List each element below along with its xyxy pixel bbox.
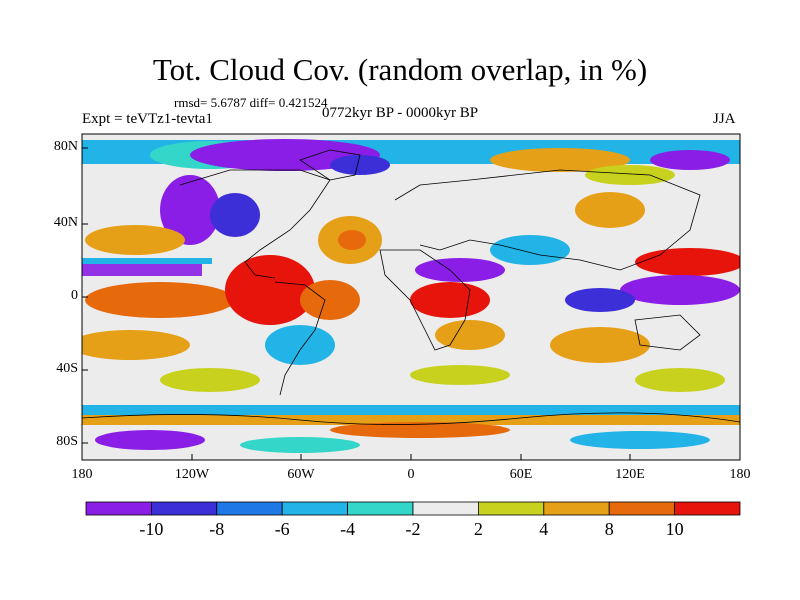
lat-label-80s: 80S <box>56 434 78 449</box>
colorbar-box <box>477 501 545 516</box>
period-label: 0772kyr BP - 0000kyr BP <box>322 105 479 121</box>
colorbar-label: -8 <box>209 519 225 539</box>
plot-title: Tot. Cloud Cov. (random overlap, in %) <box>152 52 648 87</box>
lon-label-0: 0 <box>407 467 415 482</box>
colorbar-label: -6 <box>274 519 290 539</box>
stats-text: rmsd= 5.6787 diff= 0.421524 <box>174 95 328 110</box>
colorbar-box <box>412 501 479 516</box>
colorbar-label: 8 <box>604 519 614 539</box>
colorbar <box>85 501 741 516</box>
colorbar-box <box>608 501 676 516</box>
colorbar-box <box>347 501 414 516</box>
season-label: JJA <box>713 111 736 127</box>
lat-label-40n: 40N <box>53 215 78 230</box>
map-ticks <box>81 147 741 460</box>
colorbar-label: -10 <box>139 519 164 539</box>
lat-label-40s: 40S <box>56 361 78 376</box>
lon-label-180e: 180 <box>729 467 751 482</box>
anomaly-nw-america <box>160 175 220 245</box>
lon-label-60e: 60E <box>509 467 533 482</box>
lat-label-0: 0 <box>71 288 78 303</box>
colorbar-label: 10 <box>665 519 684 539</box>
map-field <box>82 134 740 460</box>
colorbar-label: -4 <box>340 519 356 539</box>
colorbar-box <box>150 501 218 516</box>
lat-label-80n: 80N <box>53 139 78 154</box>
anomaly-tropical-america <box>225 255 315 325</box>
lon-label-60w: 60W <box>287 467 315 482</box>
anomaly-tropical-africa <box>410 282 490 318</box>
colorbar-box <box>85 501 152 516</box>
lon-label-120e: 120E <box>615 467 645 482</box>
coastlines <box>82 149 740 425</box>
colorbar-label: -2 <box>405 519 421 539</box>
colorbar-box <box>674 501 741 516</box>
colorbar-box <box>543 501 610 516</box>
colorbar-label: 2 <box>473 519 483 539</box>
experiment-label: Expt = teVTz1-tevta1 <box>82 111 213 127</box>
colorbar-label: 4 <box>539 519 549 539</box>
lon-label-180w: 180 <box>71 467 93 482</box>
colorbar-box <box>281 501 349 516</box>
lon-label-120w: 120W <box>174 467 210 482</box>
colorbar-box <box>216 501 283 516</box>
anomaly-west-pacific <box>620 275 740 305</box>
